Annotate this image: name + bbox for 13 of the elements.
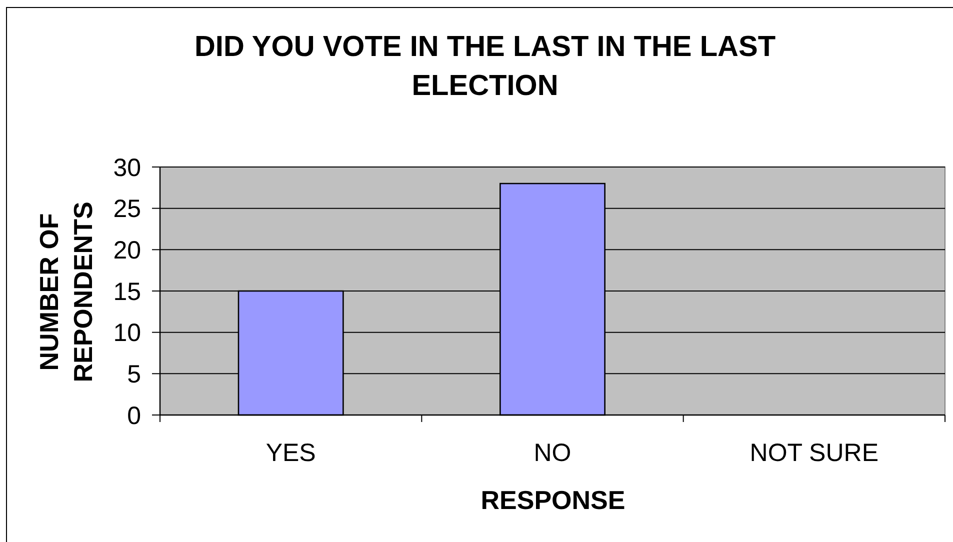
x-axis-title: RESPONSE <box>480 485 626 515</box>
y-tick-label: 20 <box>113 236 141 264</box>
y-tick-label: 15 <box>113 278 141 306</box>
y-axis-title: NUMBER OF REPONDENTS <box>34 202 98 382</box>
y-tick-label: 30 <box>113 154 141 182</box>
x-tick-label: NO <box>534 439 572 467</box>
y-tick-label: 5 <box>127 360 141 388</box>
y-tick-label: 25 <box>113 195 141 224</box>
x-tick-label: NOT SURE <box>750 439 879 467</box>
x-tick-label: YES <box>266 439 316 467</box>
chart-title: DID YOU VOTE IN THE LAST IN THE LAST ELECTION <box>194 31 776 102</box>
y-tick-label: 0 <box>127 402 141 430</box>
y-tick-label: 10 <box>113 319 141 348</box>
